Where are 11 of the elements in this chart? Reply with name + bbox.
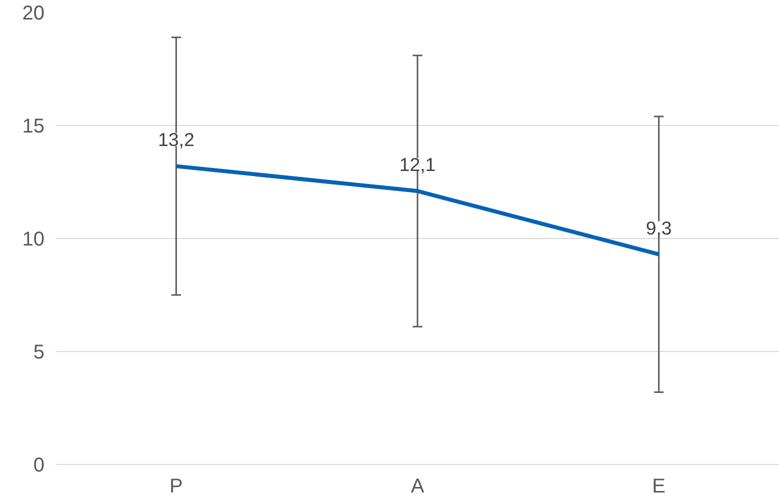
y-tick-label: 20 (22, 2, 45, 24)
data-label: 12,1 (399, 154, 436, 176)
x-tick-label: A (410, 476, 425, 498)
data-label: 9,3 (646, 217, 672, 238)
y-tick-label: 0 (33, 454, 44, 476)
y-tick-label: 5 (33, 342, 44, 364)
data-label: 13,2 (158, 129, 194, 150)
x-tick-label: P (169, 476, 183, 498)
y-tick-label: 15 (22, 116, 45, 138)
y-tick-label: 10 (22, 228, 45, 250)
x-tick-label: E (652, 476, 666, 498)
